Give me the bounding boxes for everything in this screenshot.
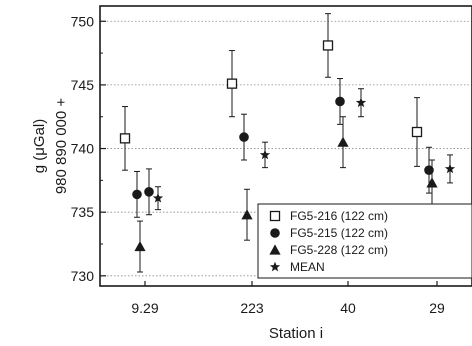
data-point-series-3-1-marker xyxy=(259,149,271,160)
data-point-series-2-0-marker xyxy=(134,240,146,252)
y-tick-label: 745 xyxy=(71,77,95,93)
data-point-series-2-0 xyxy=(134,220,146,273)
data-point-series-0-1 xyxy=(226,50,238,118)
data-point-series-0-0 xyxy=(119,106,131,171)
data-point-series-2-2-marker xyxy=(337,136,349,147)
legend: FG5-216 (122 cm) FG5-215 (122 cm) FG5-228 … xyxy=(257,203,472,279)
data-point-series-0-2 xyxy=(322,13,334,78)
y-tick-label: 750 xyxy=(71,13,95,29)
data-point-series-2-1-marker xyxy=(241,209,253,220)
data-point-series-0-3 xyxy=(411,97,423,167)
y-axis: 730 735 740 745 750 xyxy=(71,13,106,284)
data-marks xyxy=(119,13,456,273)
data-point-series-2-1 xyxy=(241,188,253,241)
data-point-series-1-1-marker xyxy=(239,132,249,142)
y-tick-label: 740 xyxy=(71,141,95,157)
data-point-series-1-0 xyxy=(132,170,142,218)
x-tick-label: 223 xyxy=(240,300,264,316)
y-tick-label: 730 xyxy=(71,268,95,284)
data-point-extra-0-marker xyxy=(144,187,154,197)
data-point-series-1-3-marker xyxy=(424,165,434,175)
legend-marker-1 xyxy=(270,228,280,238)
legend-label-0: FG5-216 (122 cm) xyxy=(290,209,388,223)
plot-frame xyxy=(99,5,472,287)
legend-marker-0 xyxy=(269,210,281,222)
data-point-series-3-0 xyxy=(152,186,164,211)
data-point-series-1-1 xyxy=(239,113,249,161)
legend-box xyxy=(257,203,472,279)
data-point-series-3-2 xyxy=(355,88,367,118)
data-point-extra-0 xyxy=(144,168,154,216)
y-axis-label-line-2: 980 890 000 + xyxy=(53,98,70,195)
data-point-series-0-3-marker xyxy=(411,126,423,138)
data-point-series-3-3 xyxy=(444,154,456,184)
data-point-series-0-0-marker xyxy=(119,133,131,144)
data-point-series-3-2-marker xyxy=(355,97,367,108)
legend-label-2: FG5-228 (122 cm) xyxy=(290,243,388,257)
x-axis: 9.29 223 40 29 xyxy=(131,281,445,316)
data-point-series-0-2-marker xyxy=(322,40,334,51)
data-point-series-1-0-marker xyxy=(132,189,142,200)
x-tick-label: 29 xyxy=(429,300,445,316)
y-axis-label-line-1: g (μGal) xyxy=(31,119,48,174)
x-tick-label: 40 xyxy=(340,300,356,316)
x-tick-label: 9.29 xyxy=(131,300,158,316)
legend-label-1: FG5-215 (122 cm) xyxy=(290,226,388,240)
data-point-series-0-1-marker xyxy=(226,78,238,89)
legend-marker-3 xyxy=(269,261,281,272)
legend-marker-2 xyxy=(269,244,281,255)
legend-label-3: MEAN xyxy=(290,260,325,274)
data-point-series-2-3-marker xyxy=(426,177,438,188)
x-axis-label: Station i xyxy=(269,325,323,342)
data-point-series-1-2-marker xyxy=(335,96,345,107)
y-tick-label: 735 xyxy=(71,204,95,220)
data-point-series-3-0-marker xyxy=(152,192,164,203)
data-point-series-3-1 xyxy=(259,141,271,169)
data-point-series-2-2 xyxy=(337,116,349,169)
data-point-series-3-3-marker xyxy=(444,163,456,174)
